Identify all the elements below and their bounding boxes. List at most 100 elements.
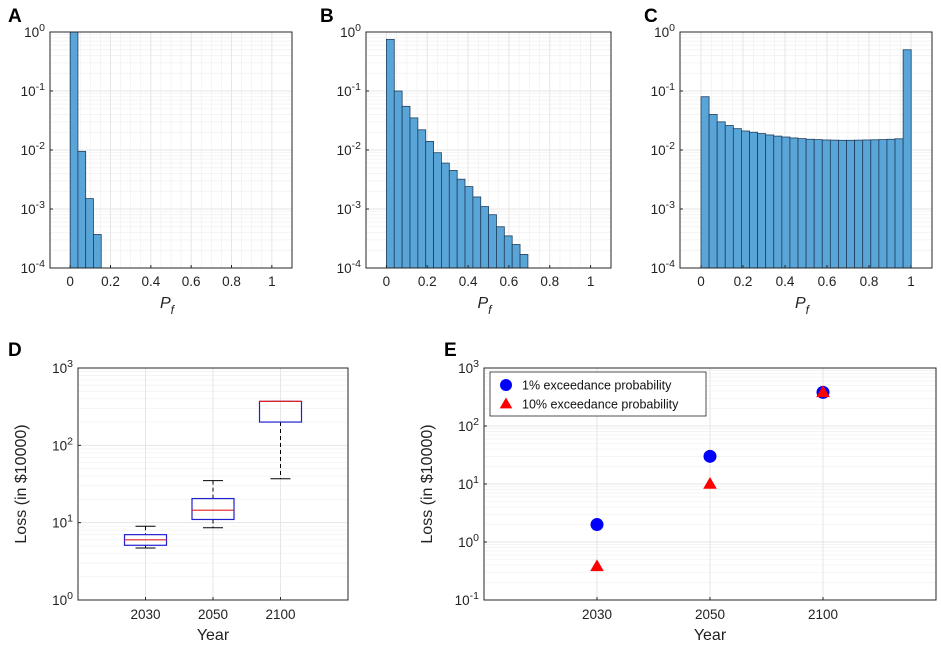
y-tick-base: 10 (52, 438, 67, 453)
histogram-bar (829, 139, 839, 269)
y-tick-base: 10 (337, 202, 352, 217)
histogram-bar (902, 49, 912, 269)
y-tick-base: 10 (337, 261, 352, 276)
y-tick-label: 10-1 (21, 81, 46, 99)
legend-label: 10% exceedance probability (522, 398, 679, 412)
x-axis-label: Pf (477, 295, 493, 317)
y-tick-label: 101 (458, 474, 479, 492)
y-axis-label: Loss (in $10000) (13, 424, 30, 543)
histogram-bar (821, 139, 831, 269)
y-tick-exponent: 1 (473, 474, 479, 486)
legend-marker-circle (500, 379, 512, 391)
x-tick-label: 0.8 (540, 274, 559, 289)
histogram-bar (93, 234, 102, 269)
x-tick-label: 2030 (130, 607, 160, 622)
y-tick-label: 10-3 (651, 199, 676, 217)
y-tick-label: 100 (52, 590, 73, 608)
x-tick-label: 1 (268, 274, 276, 289)
y-tick-base: 10 (52, 593, 67, 608)
y-axis-label: Loss (in $10000) (419, 424, 436, 543)
y-tick-exponent: 2 (473, 416, 479, 428)
y-tick-exponent: -1 (470, 590, 479, 602)
y-tick-base: 10 (52, 361, 67, 376)
histogram-bar (456, 178, 466, 269)
histogram-bar (69, 31, 79, 269)
histogram-bar (838, 139, 847, 269)
x-tick-label: 0 (697, 274, 705, 289)
legend-box (489, 371, 707, 417)
y-tick-exponent: 0 (669, 22, 675, 34)
y-tick-base: 10 (651, 143, 666, 158)
y-tick-exponent: -3 (352, 199, 361, 211)
x-tick-label: 2100 (808, 607, 838, 622)
y-tick-base: 10 (21, 143, 36, 158)
y-tick-base: 10 (340, 25, 355, 40)
y-tick-base: 10 (337, 84, 352, 99)
y-tick-base: 10 (458, 361, 473, 376)
histogram-bar (464, 186, 474, 269)
data-point-circle (590, 518, 604, 532)
data-point-triangle (703, 476, 717, 489)
legend-label: 1% exceedance probability (522, 379, 672, 393)
histogram-bar (862, 139, 872, 269)
histogram-bar (496, 226, 505, 269)
y-tick-exponent: -1 (666, 81, 675, 93)
y-tick-exponent: 0 (473, 532, 479, 544)
y-tick-base: 10 (654, 25, 669, 40)
x-tick-label: 1 (587, 274, 595, 289)
x-tick-label: 0.2 (101, 274, 120, 289)
x-tick-label: 0.2 (734, 274, 753, 289)
x-tick-label: 1 (907, 274, 915, 289)
box (191, 497, 235, 521)
x-tick-label: 2100 (265, 607, 295, 622)
y-tick-exponent: -3 (666, 199, 675, 211)
x-tick-label: 0.4 (459, 274, 478, 289)
y-tick-base: 10 (651, 261, 666, 276)
panel-letter: E (444, 340, 457, 361)
histogram-bar (732, 128, 742, 269)
y-tick-label: 100 (654, 22, 675, 40)
histogram-bar (878, 139, 888, 269)
y-tick-label: 10-2 (21, 140, 46, 158)
panel-letter: C (644, 6, 658, 27)
x-axis-label: Year (694, 627, 727, 644)
histogram-bar (433, 152, 442, 269)
histogram-bar (741, 130, 750, 269)
y-tick-label: 10-2 (337, 140, 362, 158)
x-tick-label: 0.8 (222, 274, 241, 289)
x-tick-label: 2050 (695, 607, 725, 622)
y-tick-label: 103 (52, 358, 73, 376)
x-axis-label-subscript: f (806, 303, 811, 317)
panel-letter: B (320, 6, 334, 27)
y-tick-exponent: -1 (36, 81, 45, 93)
x-axis-label-subscript: f (488, 303, 493, 317)
y-tick-label: 10-4 (651, 258, 676, 276)
histogram-bar (805, 138, 815, 269)
histogram-bar (773, 135, 783, 269)
x-tick-label: 0.4 (141, 274, 160, 289)
histogram-bar (789, 137, 799, 269)
x-tick-label: 2050 (198, 607, 228, 622)
y-tick-exponent: 3 (473, 358, 479, 370)
y-tick-label: 10-3 (337, 199, 362, 217)
histogram-bar (393, 90, 403, 269)
x-tick-label: 0.6 (818, 274, 837, 289)
histogram-bar (503, 235, 513, 269)
histogram-bar (511, 244, 521, 269)
y-tick-exponent: 1 (67, 513, 73, 525)
y-tick-exponent: 0 (67, 590, 73, 602)
histogram-bar (708, 114, 718, 269)
histogram-bar (401, 105, 411, 269)
y-tick-label: 10-1 (651, 81, 676, 99)
histogram-bar (386, 38, 395, 269)
data-point-triangle (816, 385, 830, 398)
y-tick-label: 10-3 (21, 199, 46, 217)
y-tick-exponent: 2 (67, 435, 73, 447)
histogram-bar (77, 150, 87, 269)
y-tick-base: 10 (21, 202, 36, 217)
histogram-bar (724, 125, 734, 269)
y-tick-base: 10 (458, 419, 473, 434)
